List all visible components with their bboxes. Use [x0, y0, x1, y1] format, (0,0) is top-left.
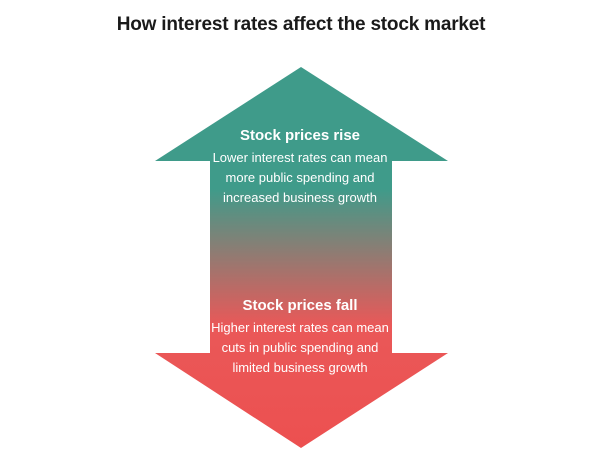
fall-description-line: limited business growth: [232, 360, 368, 375]
stock-prices-fall-block: Stock prices fall Higher interest rates …: [150, 296, 450, 378]
fall-heading: Stock prices fall: [242, 297, 358, 314]
stock-prices-rise-block: Stock prices rise Lower interest rates c…: [150, 126, 450, 208]
fall-description-line: cuts in public spending and: [221, 340, 379, 355]
page-title: How interest rates affect the stock mark…: [116, 14, 486, 35]
rise-description-line: Lower interest rates can mean: [212, 150, 388, 165]
rise-description-line: more public spending and: [225, 170, 375, 185]
rise-description-line: increased business growth: [223, 190, 377, 205]
rise-heading: Stock prices rise: [239, 127, 361, 144]
fall-description-line: Higher interest rates can mean: [211, 320, 389, 335]
up-down-arrow-shape: [155, 67, 448, 448]
